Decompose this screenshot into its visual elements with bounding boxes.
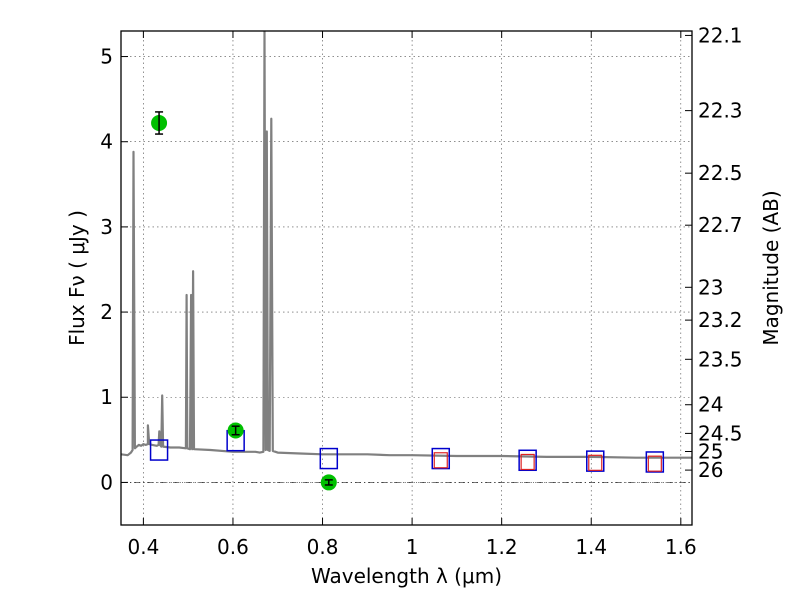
model-flux-blue-square [586,450,605,472]
x-tick-label: 0.4 [127,535,159,559]
right-tick-label: 26 [698,458,723,482]
model-flux-red-square [588,454,603,471]
x-tick-label: 0.6 [217,535,249,559]
y-axis-label: Flux Fν ( μJy ) [65,210,89,346]
y-tick-label: 4 [100,130,113,154]
x-axis-label: Wavelength λ (μm) [311,564,502,588]
right-tick-label: 22.7 [698,213,743,237]
y-tick-label: 1 [100,385,113,409]
model-flux-blue-square [431,447,451,470]
right-tick-label: 24 [698,393,723,417]
right-axis-label: Magnitude (AB) [759,190,783,345]
right-tick-label: 23 [698,275,723,299]
model-flux-blue-square [645,451,665,473]
y-tick-label: 5 [100,45,113,69]
x-tick-label: 1.6 [665,535,697,559]
model-flux-blue-square [518,449,537,472]
right-tick-label: 22.5 [698,161,743,185]
x-tick-label: 1.2 [486,535,518,559]
ticks: 0.4 0.6 0.8 1 1.2 1.4 1.601234522.122.322.522.… [100,23,742,559]
y-tick-label: 2 [100,300,113,324]
x-tick-label: 1.4 [575,535,607,559]
model-flux-blue-square [319,447,339,470]
right-tick-label: 22.1 [698,23,743,47]
model-flux-red-square [647,455,662,472]
model-flux-red-square [520,453,535,471]
x-tick-label: 0.8 [307,535,339,559]
right-tick-label: 24.5 [698,421,743,445]
model-flux-blue-square [149,439,169,461]
plot-area [121,31,692,491]
model-flux-red-square [433,452,448,469]
y-tick-label: 0 [100,470,113,494]
right-tick-label: 25 [698,439,723,463]
plot-frame [120,30,693,526]
y-tick-label: 3 [100,215,113,239]
right-tick-label: 23.2 [698,308,743,332]
right-tick-label: 22.3 [698,99,743,123]
x-tick-label: 1 [406,535,419,559]
right-tick-label: 23.5 [698,347,743,371]
